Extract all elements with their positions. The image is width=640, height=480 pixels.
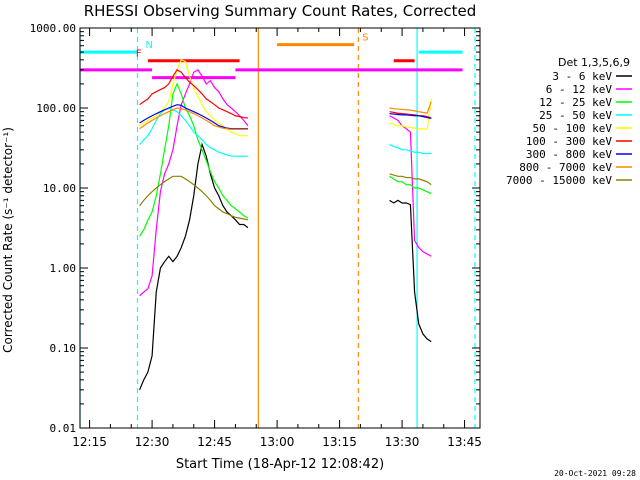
y-tick-label: 1.00 — [50, 262, 77, 275]
legend-label: 7000 - 15000 keV — [506, 174, 612, 187]
chart-title: RHESSI Observing Summary Count Rates, Co… — [84, 2, 477, 20]
series-line-6-0 — [139, 104, 248, 130]
y-tick-label: 1000.00 — [30, 22, 76, 35]
x-tick-label: 13:30 — [385, 435, 420, 449]
series-line-2-0 — [139, 82, 249, 237]
series-line-2-1 — [389, 175, 432, 195]
series-line-3-1 — [389, 143, 432, 155]
legend-label: 100 - 300 keV — [526, 135, 612, 148]
x-tick-label: 13:00 — [260, 435, 295, 449]
x-tick-label: 12:30 — [135, 435, 170, 449]
series-line-5-1 — [389, 111, 432, 119]
series-line-5-0 — [139, 69, 248, 119]
series-line-1-1 — [389, 115, 432, 257]
legend-label: 6 - 12 keV — [546, 83, 613, 96]
series-line-0-1 — [389, 199, 432, 343]
axes: 0.01 0.10 1.00 10.00 100.00 1000.00 12:15 12:30… — [30, 22, 482, 449]
x-tick-label: 12:45 — [197, 435, 232, 449]
y-tick-label: 0.01 — [50, 422, 77, 435]
x-axis-label: Start Time (18-Apr-12 12:08:42) — [176, 457, 384, 472]
legend-label: 3 - 6 keV — [552, 70, 612, 83]
series-line-7-0 — [139, 107, 248, 131]
flag-label-N: N — [146, 40, 153, 51]
y-tick-label: 100.00 — [36, 102, 76, 115]
plot-area: NF S — [79, 28, 476, 428]
series-line-3-0 — [139, 107, 248, 157]
legend-label: 300 - 800 keV — [526, 148, 612, 161]
legend-label: 50 - 100 keV — [533, 122, 613, 135]
legend-label: 12 - 25 keV — [539, 96, 612, 109]
y-tick-label: 10.00 — [43, 182, 76, 195]
series-line-7-1 — [389, 101, 432, 114]
y-tick-label: 0.10 — [50, 342, 77, 355]
series-line-4-0 — [139, 59, 248, 137]
series-line-0-0 — [139, 142, 249, 391]
x-tick-label: 13:15 — [322, 435, 357, 449]
legend-title: Det 1,3,5,6,9 — [558, 56, 630, 69]
plot-frame — [79, 27, 481, 429]
flag-label-S: S — [362, 33, 368, 44]
series-line-4-1 — [389, 98, 432, 131]
series-line-8-0 — [139, 175, 249, 221]
x-tick-label: 13:45 — [447, 435, 482, 449]
y-axis-label: Corrected Count Rate (s⁻¹ detector⁻¹) — [1, 127, 15, 353]
series-line-1-0 — [139, 69, 249, 297]
series-line-6-1 — [389, 113, 432, 120]
flag-label-F: F — [136, 49, 142, 60]
legend-label: 25 - 50 keV — [539, 109, 612, 122]
legend-label: 800 - 7000 keV — [519, 161, 612, 174]
timestamp: 20-Oct-2021 09:28 — [554, 469, 636, 478]
series-line-8-1 — [389, 173, 432, 186]
x-tick-label: 12:15 — [72, 435, 107, 449]
